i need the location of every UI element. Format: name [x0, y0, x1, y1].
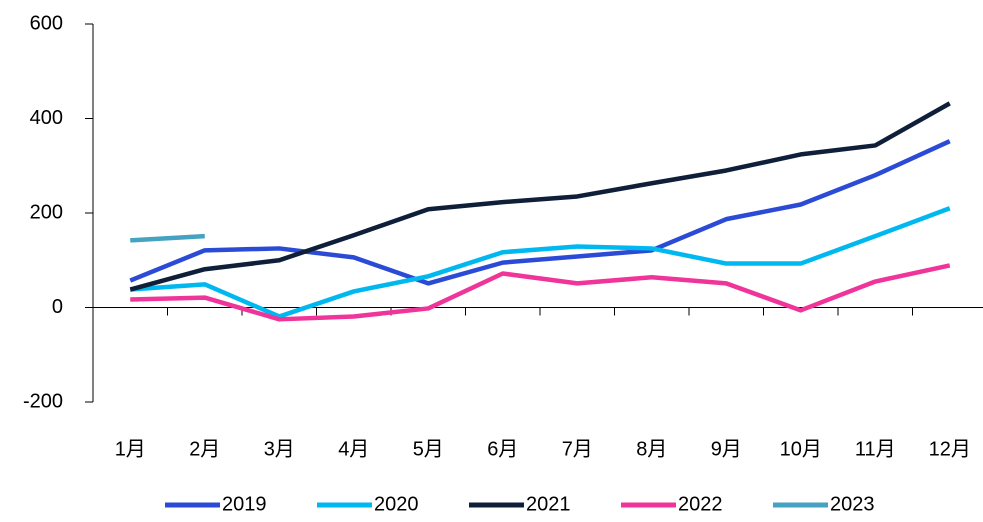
y-tick-label: 400 [30, 107, 63, 129]
legend-label: 2021 [526, 493, 571, 515]
legend-label: 2020 [374, 493, 419, 515]
x-tick-label: 1月 [115, 438, 146, 460]
legend-label: 2023 [830, 493, 875, 515]
x-tick-label: 6月 [487, 438, 518, 460]
x-tick-label: 4月 [338, 438, 369, 460]
x-tick-label: 5月 [413, 438, 444, 460]
series-line [130, 206, 951, 319]
x-tick-label: 9月 [711, 438, 742, 460]
x-tick-label: 10月 [780, 438, 822, 460]
y-tick-label: 600 [30, 12, 63, 34]
x-tick-label: 12月 [929, 438, 971, 460]
y-tick-label: 0 [52, 296, 63, 318]
x-tick-label: 8月 [636, 438, 667, 460]
y-tick-label: -200 [23, 390, 63, 412]
series-line [130, 263, 951, 322]
series-line [129, 101, 951, 292]
legend-label: 2022 [678, 493, 723, 515]
series-line [130, 233, 205, 243]
x-tick-label: 3月 [264, 438, 295, 460]
series-line [129, 139, 951, 286]
legend-label: 2019 [222, 493, 267, 515]
x-tick-label: 2月 [189, 438, 220, 460]
y-tick-label: 200 [30, 201, 63, 223]
x-tick-label: 11月 [855, 438, 896, 460]
x-tick-label: 7月 [562, 438, 593, 460]
